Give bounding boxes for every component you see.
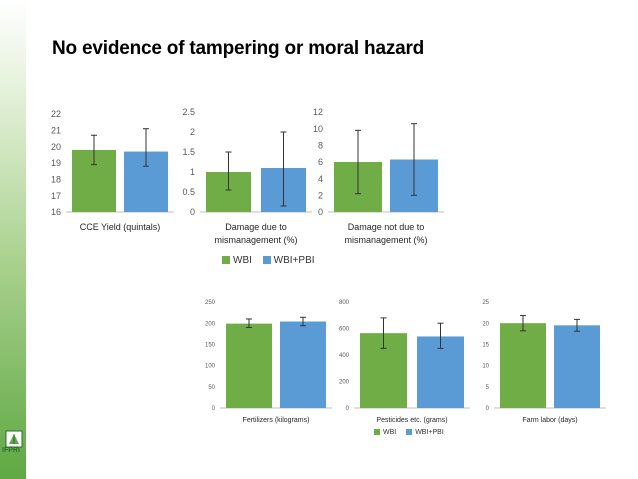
y-tick-label: 10 — [482, 364, 489, 370]
bar-wbi-pbi — [280, 321, 326, 408]
y-tick-label: 800 — [339, 300, 350, 306]
y-tick-label: 12 — [313, 107, 323, 117]
x-axis-label: mismanagement (%) — [214, 235, 297, 245]
y-tick-label: 150 — [205, 343, 216, 349]
legend-top: WBI WBI+PBI — [222, 255, 323, 266]
logo-text: IFPRI — [2, 447, 20, 454]
x-axis-label: Farm labor (days) — [522, 417, 577, 424]
y-tick-label: 2 — [318, 190, 323, 200]
legend-wbi-pbi-swatch — [262, 256, 271, 265]
chart-fertilizers: 0 50 100 150 200 250 Fertilizers (kilograms) — [205, 300, 332, 424]
y-tick-label: 10 — [313, 124, 323, 134]
y-tick-label: 0 — [346, 406, 350, 412]
legend-bottom-wbi-label: WBI — [383, 429, 397, 436]
legend-bottom-wbi-pbi-label: WBI+PBI — [415, 429, 444, 436]
chart-cce-yield: 16 17 18 19 20 21 22 CCE Yield (quintals) — [51, 109, 174, 232]
y-tick-label: 600 — [339, 327, 350, 333]
y-tick-label: 21 — [51, 125, 61, 135]
x-axis-label: CCE Yield (quintals) — [80, 222, 161, 232]
y-tick-label: 0 — [212, 406, 216, 412]
y-tick-label: 17 — [51, 191, 61, 201]
y-tick-label: 16 — [51, 207, 61, 217]
y-tick-label: 20 — [51, 142, 61, 152]
y-tick-label: 200 — [339, 380, 350, 386]
x-axis-label: Damage due to — [225, 222, 287, 232]
legend-wbi-pbi-label: WBI+PBI — [273, 255, 315, 266]
bar-wbi — [226, 323, 272, 408]
chart-farm-labor: 0 5 10 15 20 25 Farm labor (days) — [482, 300, 606, 424]
chart-damage-due: 0 0.5 1 1.5 2 2.5 Damage due to mismanagement (… — [182, 107, 312, 245]
y-tick-label: 50 — [208, 385, 215, 391]
y-tick-label: 1.5 — [182, 147, 195, 157]
legend-bottom: WBI WBI+PBI — [374, 429, 452, 436]
slide-title: No evidence of tampering or moral hazard — [52, 38, 425, 59]
x-axis-label: Pesticides etc. (grams) — [376, 417, 447, 424]
legend-bottom-wbi-swatch — [374, 429, 380, 436]
legend-bottom-wbi-pbi-swatch — [406, 429, 413, 436]
y-tick-label: 15 — [482, 343, 489, 349]
y-tick-label: 400 — [339, 353, 350, 359]
y-tick-label: 20 — [482, 321, 489, 327]
legend-wbi-label: WBI — [233, 255, 252, 266]
bar-wbi-pbi — [554, 325, 600, 408]
x-axis-label: mismanagement (%) — [344, 235, 427, 245]
y-tick-label: 2.5 — [182, 107, 195, 117]
x-axis-label: Damage not due to — [348, 222, 425, 232]
y-tick-label: 0 — [190, 207, 195, 217]
y-tick-label: 25 — [482, 300, 489, 306]
chart-pesticides: 0 200 400 600 800 Pesticides etc. (grams) — [339, 300, 470, 424]
y-tick-label: 250 — [205, 300, 216, 306]
y-tick-label: 8 — [318, 140, 323, 150]
y-tick-label: 1 — [190, 167, 195, 177]
y-tick-label: 200 — [205, 321, 216, 327]
y-tick-label: 5 — [486, 385, 490, 391]
x-axis-label: Fertilizers (kilograms) — [243, 417, 310, 424]
y-tick-label: 22 — [51, 109, 61, 119]
legend-wbi-swatch — [222, 256, 230, 265]
y-tick-label: 0 — [486, 406, 490, 412]
y-tick-label: 0.5 — [182, 187, 195, 197]
sidebar-gradient — [0, 0, 26, 479]
ifpri-logo-icon — [5, 430, 23, 448]
y-tick-label: 18 — [51, 174, 61, 184]
y-tick-label: 4 — [318, 174, 323, 184]
bar-wbi — [500, 323, 546, 408]
y-tick-label: 2 — [190, 127, 195, 137]
y-tick-label: 100 — [205, 364, 216, 370]
chart-damage-not-due: 0 2 4 6 8 10 12 Damage not due to mismanagement … — [313, 107, 444, 245]
y-tick-label: 6 — [318, 157, 323, 167]
y-tick-label: 19 — [51, 158, 61, 168]
y-tick-label: 0 — [318, 207, 323, 217]
